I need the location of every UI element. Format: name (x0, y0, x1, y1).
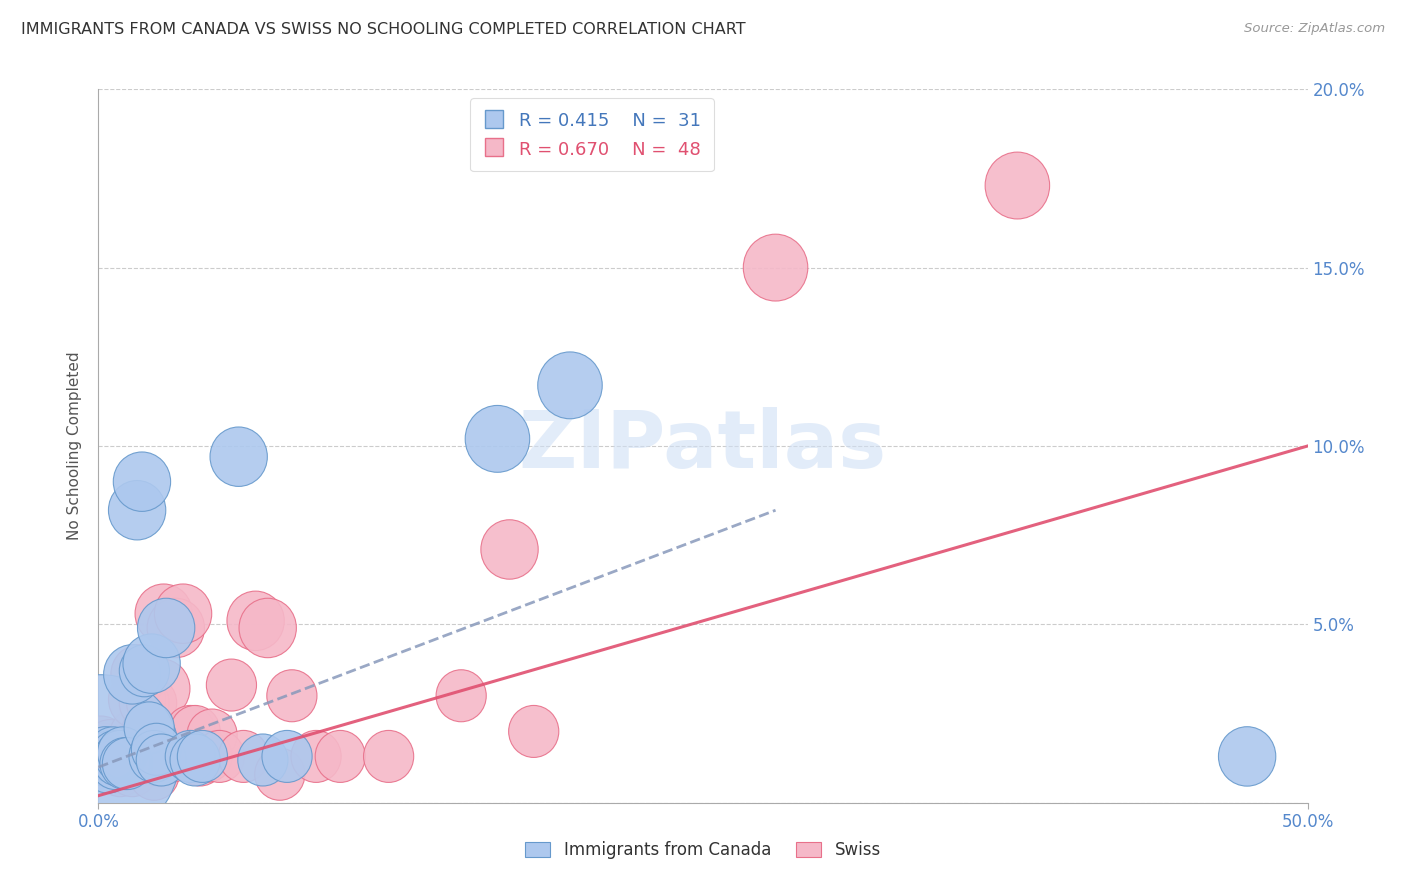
Ellipse shape (110, 709, 160, 761)
Y-axis label: No Schooling Completed: No Schooling Completed (67, 351, 83, 541)
Ellipse shape (238, 734, 288, 786)
Ellipse shape (84, 727, 142, 786)
Ellipse shape (22, 674, 180, 838)
Ellipse shape (127, 677, 177, 729)
Ellipse shape (100, 727, 150, 779)
Ellipse shape (262, 731, 312, 782)
Ellipse shape (537, 352, 602, 418)
Ellipse shape (77, 727, 135, 786)
Ellipse shape (131, 723, 181, 775)
Ellipse shape (104, 645, 160, 704)
Ellipse shape (122, 634, 180, 693)
Ellipse shape (141, 731, 191, 782)
Ellipse shape (315, 731, 366, 782)
Ellipse shape (97, 731, 148, 782)
Ellipse shape (83, 741, 134, 793)
Ellipse shape (107, 745, 157, 797)
Ellipse shape (183, 731, 232, 782)
Ellipse shape (481, 520, 538, 579)
Ellipse shape (134, 734, 184, 786)
Ellipse shape (79, 731, 136, 789)
Ellipse shape (239, 599, 297, 657)
Ellipse shape (138, 599, 195, 657)
Ellipse shape (291, 731, 342, 782)
Ellipse shape (509, 706, 558, 757)
Ellipse shape (132, 659, 190, 718)
Ellipse shape (129, 731, 179, 782)
Ellipse shape (136, 734, 187, 786)
Legend: Immigrants from Canada, Swiss: Immigrants from Canada, Swiss (519, 835, 887, 866)
Ellipse shape (108, 481, 166, 540)
Ellipse shape (170, 734, 221, 786)
Ellipse shape (93, 741, 143, 793)
Ellipse shape (111, 645, 169, 704)
Ellipse shape (166, 706, 215, 757)
Text: Source: ZipAtlas.com: Source: ZipAtlas.com (1244, 22, 1385, 36)
Ellipse shape (744, 235, 808, 301)
Ellipse shape (207, 659, 256, 711)
Ellipse shape (86, 731, 135, 782)
Ellipse shape (93, 734, 143, 786)
Ellipse shape (177, 731, 228, 782)
Ellipse shape (96, 745, 145, 797)
Ellipse shape (103, 738, 152, 789)
Ellipse shape (187, 709, 238, 761)
Ellipse shape (114, 452, 170, 511)
Ellipse shape (170, 706, 221, 757)
Ellipse shape (155, 584, 212, 643)
Ellipse shape (90, 731, 141, 782)
Ellipse shape (124, 702, 174, 754)
Ellipse shape (120, 645, 170, 697)
Ellipse shape (166, 731, 215, 782)
Ellipse shape (77, 727, 135, 786)
Ellipse shape (117, 731, 167, 782)
Ellipse shape (97, 727, 148, 779)
Ellipse shape (436, 670, 486, 722)
Ellipse shape (364, 731, 413, 782)
Ellipse shape (254, 748, 305, 800)
Ellipse shape (105, 738, 155, 789)
Ellipse shape (174, 734, 225, 786)
Ellipse shape (135, 584, 193, 643)
Ellipse shape (226, 591, 284, 650)
Ellipse shape (90, 738, 141, 789)
Ellipse shape (465, 406, 530, 472)
Text: ZIPatlas: ZIPatlas (519, 407, 887, 485)
Ellipse shape (218, 731, 269, 782)
Ellipse shape (120, 677, 170, 729)
Ellipse shape (87, 727, 138, 779)
Ellipse shape (122, 706, 172, 757)
Ellipse shape (986, 153, 1050, 219)
Ellipse shape (209, 427, 267, 486)
Ellipse shape (100, 738, 150, 789)
Ellipse shape (108, 670, 166, 729)
Ellipse shape (146, 731, 195, 782)
Ellipse shape (82, 720, 139, 779)
Ellipse shape (148, 599, 204, 657)
Ellipse shape (129, 748, 179, 800)
Ellipse shape (75, 723, 132, 782)
Ellipse shape (72, 716, 129, 775)
Text: IMMIGRANTS FROM CANADA VS SWISS NO SCHOOLING COMPLETED CORRELATION CHART: IMMIGRANTS FROM CANADA VS SWISS NO SCHOO… (21, 22, 745, 37)
Ellipse shape (194, 731, 245, 782)
Ellipse shape (87, 731, 143, 789)
Ellipse shape (96, 731, 145, 782)
Ellipse shape (1219, 727, 1275, 786)
Ellipse shape (267, 670, 316, 722)
